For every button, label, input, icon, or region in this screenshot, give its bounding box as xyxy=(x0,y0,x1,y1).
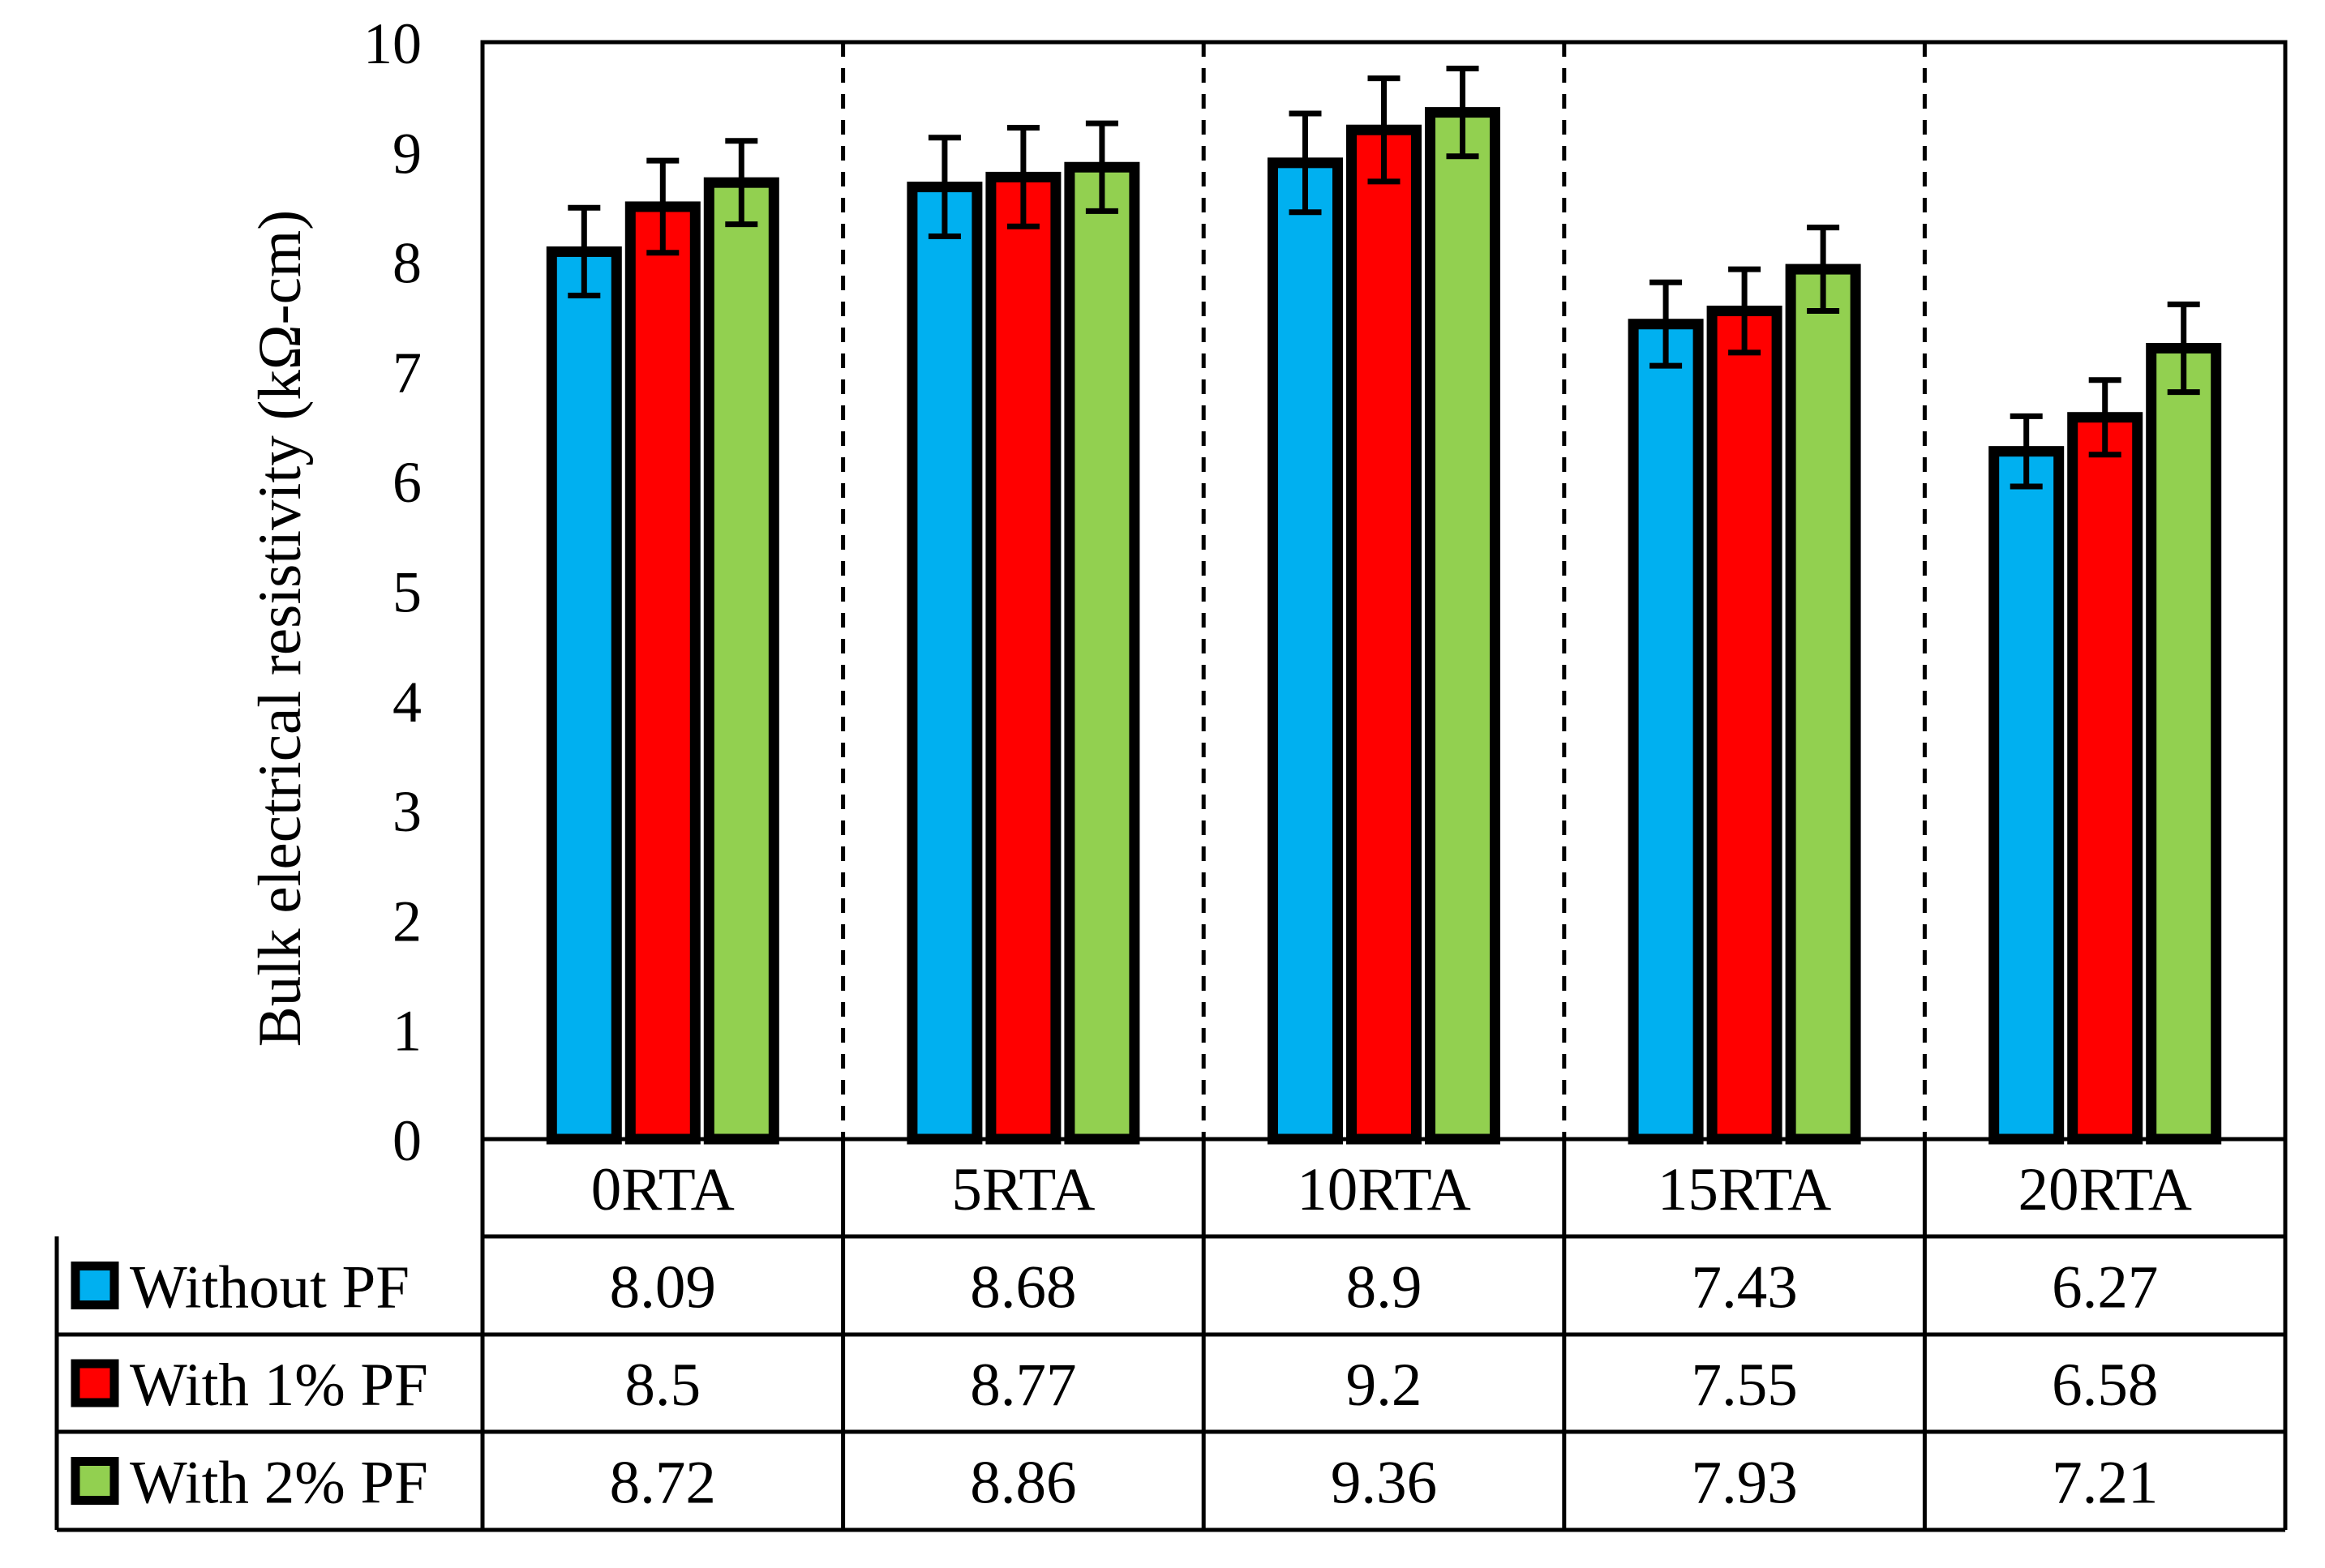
legend-label: Without PF xyxy=(130,1254,410,1322)
data-label: 7.43 xyxy=(1691,1254,1797,1322)
bar xyxy=(1785,263,1861,1145)
bar xyxy=(546,246,622,1145)
category-separators xyxy=(841,42,1927,1139)
bar xyxy=(985,171,1062,1145)
y-axis-title: Bulk electrical resistivity (kΩ-cm) xyxy=(247,210,314,1047)
error-bars xyxy=(568,65,2200,490)
y-tick-label: 8 xyxy=(393,231,422,296)
data-label: 6.58 xyxy=(2052,1352,2158,1419)
legend-key-0 xyxy=(71,1262,119,1309)
bar xyxy=(2146,342,2222,1145)
data-label: 8.77 xyxy=(970,1352,1076,1419)
x-category-label: 0RTA xyxy=(591,1156,735,1223)
data-label: 8.72 xyxy=(610,1450,716,1517)
plot-border xyxy=(480,40,2288,1142)
bar xyxy=(2067,412,2143,1145)
legend-label: With 1% PF xyxy=(130,1352,428,1419)
data-table: 0RTA 5RTA 10RTA 15RTA 20RTA Without PF 8.09 8.6… xyxy=(54,1139,2288,1532)
data-label: 8.5 xyxy=(624,1352,701,1419)
bar xyxy=(1628,319,1704,1145)
data-label: 8.68 xyxy=(970,1254,1076,1322)
legend-key-2 xyxy=(71,1457,119,1505)
legend-label: With 2% PF xyxy=(130,1450,428,1517)
data-label: 9.2 xyxy=(1346,1352,1422,1419)
data-label: 7.21 xyxy=(2052,1450,2158,1517)
x-category-label: 10RTA xyxy=(1297,1156,1471,1223)
y-tick-label: 2 xyxy=(393,889,422,953)
bar xyxy=(1064,161,1140,1145)
legend-key-1 xyxy=(71,1359,119,1407)
bar xyxy=(624,201,701,1145)
y-tick-label: 5 xyxy=(393,560,422,625)
data-label: 8.9 xyxy=(1346,1254,1422,1322)
data-label: 8.09 xyxy=(610,1254,716,1322)
y-tick-label: 3 xyxy=(393,779,422,844)
y-axis-ticks: 0 1 2 3 4 5 6 7 8 9 10 xyxy=(363,11,422,1173)
y-tick-label: 4 xyxy=(393,670,422,735)
y-tick-label: 10 xyxy=(363,11,422,76)
data-label: 9.36 xyxy=(1331,1450,1437,1517)
y-tick-label: 6 xyxy=(393,450,422,515)
y-tick-label: 1 xyxy=(393,999,422,1064)
data-label: 7.93 xyxy=(1691,1450,1797,1517)
data-label: 8.86 xyxy=(970,1450,1076,1517)
y-axis-label-group: Bulk electrical resistivity (kΩ-cm) xyxy=(247,210,314,1047)
y-tick-label: 9 xyxy=(393,121,422,186)
y-tick-label: 7 xyxy=(393,341,422,405)
bar xyxy=(1425,107,1500,1145)
data-label: 7.55 xyxy=(1691,1352,1797,1419)
x-category-label: 15RTA xyxy=(1658,1156,1832,1223)
x-category-label: 5RTA xyxy=(951,1156,1095,1223)
data-label: 6.27 xyxy=(2052,1254,2158,1322)
bar xyxy=(1268,157,1343,1145)
x-category-label: 20RTA xyxy=(2018,1156,2192,1223)
bar xyxy=(703,177,779,1145)
bar xyxy=(907,182,983,1145)
bar xyxy=(1346,124,1422,1145)
bar xyxy=(1706,305,1782,1145)
y-tick-label: 0 xyxy=(393,1108,422,1173)
bar xyxy=(1988,446,2065,1145)
plot-frame xyxy=(480,40,2288,1142)
